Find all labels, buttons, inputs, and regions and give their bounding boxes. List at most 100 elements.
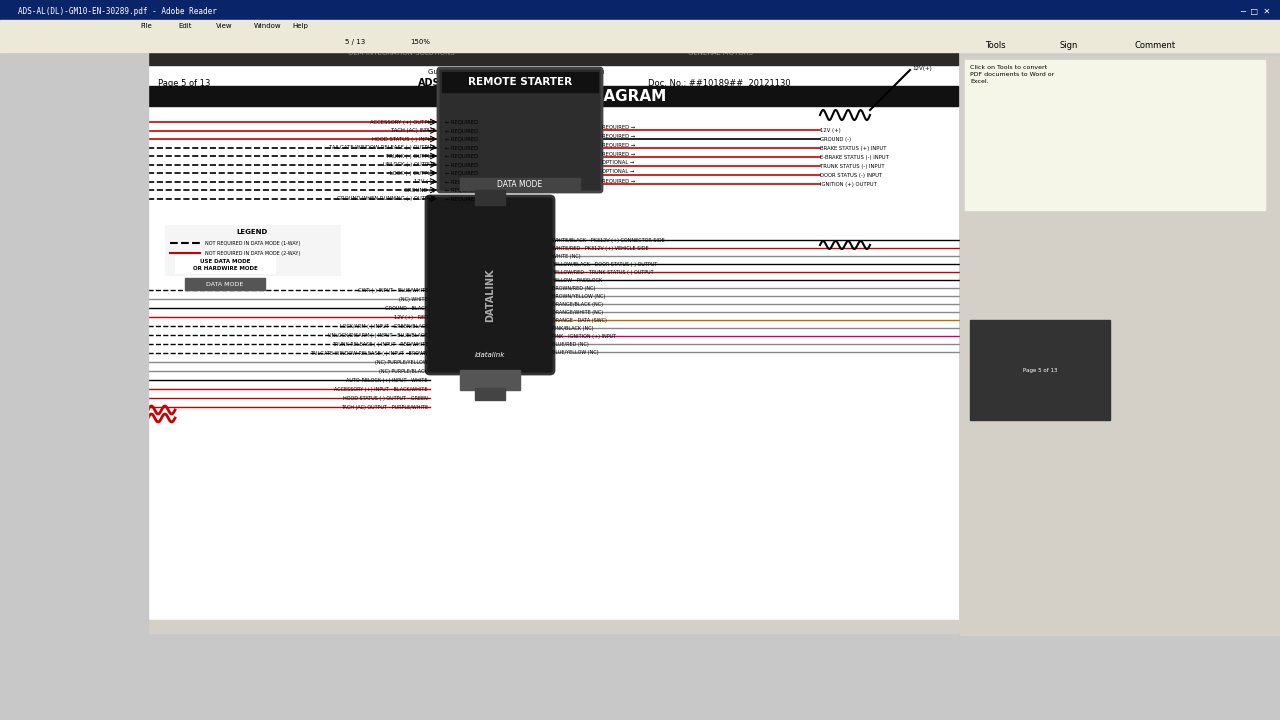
Text: Doc. No.: ##10189##  20121130: Doc. No.: ##10189## 20121130 <box>648 78 791 88</box>
Bar <box>148 42 957 632</box>
Text: 5 / 13: 5 / 13 <box>346 39 365 45</box>
Bar <box>0 32 1280 52</box>
Text: UNLOCK (-) OUTPUT: UNLOCK (-) OUTPUT <box>383 162 435 167</box>
Text: ADS-AL(DL)-GM10-EN: ADS-AL(DL)-GM10-EN <box>419 78 535 88</box>
Bar <box>970 320 1110 420</box>
Text: OPTIONAL →: OPTIONAL → <box>602 160 635 165</box>
Text: BLUE/YELLOW (NC): BLUE/YELLOW (NC) <box>552 349 599 354</box>
FancyBboxPatch shape <box>438 68 602 192</box>
Text: YELLOW/RED - TRUNK STATUS (-) OUTPUT: YELLOW/RED - TRUNK STATUS (-) OUTPUT <box>552 269 654 274</box>
Text: GROUND (-): GROUND (-) <box>820 137 851 142</box>
Text: Guides Français disponibles au www.idatalink.com: Guides Français disponibles au www.idata… <box>428 69 604 75</box>
Text: UNLOCK/DISARM (-) INPUT - BLUE/BLACK: UNLOCK/DISARM (-) INPUT - BLUE/BLACK <box>329 333 428 338</box>
Bar <box>965 60 1265 210</box>
Text: ← REQUIRED: ← REQUIRED <box>445 196 479 201</box>
Text: GROUND - BLACK: GROUND - BLACK <box>385 305 428 310</box>
Text: AUTO-RELOCK (+) INPUT - WHITE: AUTO-RELOCK (+) INPUT - WHITE <box>347 377 428 382</box>
Text: DOOR STATUS (-) INPUT: DOOR STATUS (-) INPUT <box>820 173 882 178</box>
Text: ACCESSORY (+) OUTPUT: ACCESSORY (+) OUTPUT <box>370 120 435 125</box>
Text: LOCK/ARM (-) INPUT - GREEN/BLACK: LOCK/ARM (-) INPUT - GREEN/BLACK <box>339 323 428 328</box>
Text: OPTIONAL →: OPTIONAL → <box>602 169 635 174</box>
Text: BROWN/YELLOW (NC): BROWN/YELLOW (NC) <box>552 294 605 299</box>
Bar <box>460 370 520 390</box>
Text: ← REQUIRED: ← REQUIRED <box>445 153 479 158</box>
Text: Window: Window <box>253 23 282 29</box>
Text: LOCK (-) OUTPUT: LOCK (-) OUTPUT <box>390 171 435 176</box>
Text: NOT REQUIRED IN DATA MODE (2-WAY): NOT REQUIRED IN DATA MODE (2-WAY) <box>205 251 301 256</box>
Text: REQUIRED →: REQUIRED → <box>602 124 635 129</box>
Text: ORANGE/BLACK (NC): ORANGE/BLACK (NC) <box>552 302 603 307</box>
Bar <box>148 620 957 632</box>
Text: YELLOW - PASSLOCK: YELLOW - PASSLOCK <box>552 277 602 282</box>
Text: Tools: Tools <box>986 40 1006 50</box>
Bar <box>148 40 957 65</box>
Bar <box>960 35 1280 55</box>
Text: ← REQUIRED: ← REQUIRED <box>445 128 479 133</box>
Text: TYPE 1 - WIRING DIAGRAM: TYPE 1 - WIRING DIAGRAM <box>439 89 667 104</box>
Text: idatalink: idatalink <box>475 352 506 358</box>
Text: REQUIRED →: REQUIRED → <box>602 142 635 147</box>
Bar <box>475 190 506 205</box>
Text: View: View <box>216 23 233 29</box>
Text: GENERAL MOTORS: GENERAL MOTORS <box>689 50 753 56</box>
Text: OEM INTEGRATION SOLUTIONS: OEM INTEGRATION SOLUTIONS <box>348 50 454 56</box>
Text: ORANGE/WHITE (NC): ORANGE/WHITE (NC) <box>552 310 603 315</box>
Text: REQUIRED →: REQUIRED → <box>602 133 635 138</box>
Text: LEGEND: LEGEND <box>237 229 268 235</box>
Text: Comment: Comment <box>1135 40 1176 50</box>
Text: BROWN/RED (NC): BROWN/RED (NC) <box>552 286 595 290</box>
Text: DATA MODE: DATA MODE <box>206 282 243 287</box>
Text: (NC) WHITE: (NC) WHITE <box>399 297 428 302</box>
Text: PINK/BLACK (NC): PINK/BLACK (NC) <box>552 325 594 330</box>
Text: GROUND WHEN RUNNING (-) OUTPUT: GROUND WHEN RUNNING (-) OUTPUT <box>337 196 435 201</box>
Text: HOOD STATUS (-) OUTPUT - GREEN: HOOD STATUS (-) OUTPUT - GREEN <box>343 395 428 400</box>
Text: GROUND (-): GROUND (-) <box>404 187 435 192</box>
FancyBboxPatch shape <box>426 196 554 374</box>
Text: Click on Tools to convert: Click on Tools to convert <box>970 65 1047 70</box>
Text: Edit: Edit <box>178 23 192 29</box>
Text: Page 5 of 13: Page 5 of 13 <box>157 78 210 88</box>
Text: ← REQUIRED: ← REQUIRED <box>445 162 479 167</box>
Text: WHITE (NC): WHITE (NC) <box>552 253 581 258</box>
Text: HOOD STATUS (-) INPUT: HOOD STATUS (-) INPUT <box>372 137 435 142</box>
Text: (NC) PURPLE/BLACK: (NC) PURPLE/BLACK <box>379 369 428 374</box>
Text: ← REQUIRED: ← REQUIRED <box>445 187 479 192</box>
Text: File: File <box>140 23 152 29</box>
Text: ← REQUIRED: ← REQUIRED <box>445 171 479 176</box>
Bar <box>131 35 148 635</box>
Text: REQUIRED →: REQUIRED → <box>602 178 635 183</box>
Bar <box>148 86 957 106</box>
Text: ACCESSORY (+) INPUT - BLACK/WHITE: ACCESSORY (+) INPUT - BLACK/WHITE <box>334 387 428 392</box>
Text: USE DATA MODE: USE DATA MODE <box>200 258 250 264</box>
Text: OR HARDWIRE MODE: OR HARDWIRE MODE <box>192 266 257 271</box>
Text: ← REQUIRED: ← REQUIRED <box>445 120 479 125</box>
Bar <box>175 255 275 273</box>
Bar <box>460 178 580 190</box>
Text: IGNITION (+) OUTPUT: IGNITION (+) OUTPUT <box>820 181 877 186</box>
Text: BLUE/RED (NC): BLUE/RED (NC) <box>552 341 589 346</box>
Text: GWR (-) INPUT - BLUE/WHITE: GWR (-) INPUT - BLUE/WHITE <box>357 287 428 292</box>
Text: E-BRAKE STATUS (-) INPUT: E-BRAKE STATUS (-) INPUT <box>820 155 888 160</box>
Text: REMOTE STARTER: REMOTE STARTER <box>468 77 572 87</box>
Text: 150%: 150% <box>410 39 430 45</box>
Text: TACH (AC) INPUT: TACH (AC) INPUT <box>390 128 435 133</box>
Text: Sign: Sign <box>1060 40 1078 50</box>
Text: 12V(+): 12V(+) <box>911 66 932 71</box>
Text: ← REQUIRED: ← REQUIRED <box>445 145 479 150</box>
Text: BRAKE STATUS (+) INPUT: BRAKE STATUS (+) INPUT <box>820 145 887 150</box>
Text: ← REQUIRED: ← REQUIRED <box>445 179 479 184</box>
Text: DATALINK: DATALINK <box>485 268 495 322</box>
Bar <box>0 0 1280 20</box>
Text: REQUIRED →: REQUIRED → <box>602 151 635 156</box>
Text: DATA MODE: DATA MODE <box>498 179 543 189</box>
Text: 12V (+): 12V (+) <box>415 179 435 184</box>
Text: TRUNK (-) OUTPUT: TRUNK (-) OUTPUT <box>387 153 435 158</box>
Text: Help: Help <box>292 23 308 29</box>
Text: TRUNK RELEASE (-) INPUT - RED/WHITE: TRUNK RELEASE (-) INPUT - RED/WHITE <box>332 341 428 346</box>
Bar <box>442 72 598 92</box>
Text: WHITE/RED - PK312V (+) VEHICLE SIDE: WHITE/RED - PK312V (+) VEHICLE SIDE <box>552 246 649 251</box>
Text: TAILGATE WINDOW RELEASE (-) OUTPUT: TAILGATE WINDOW RELEASE (-) OUTPUT <box>329 145 435 150</box>
Text: ORANGE - DATA (SWC): ORANGE - DATA (SWC) <box>552 318 607 323</box>
Text: PDF documents to Word or: PDF documents to Word or <box>970 72 1055 77</box>
Text: Excel.: Excel. <box>970 79 988 84</box>
